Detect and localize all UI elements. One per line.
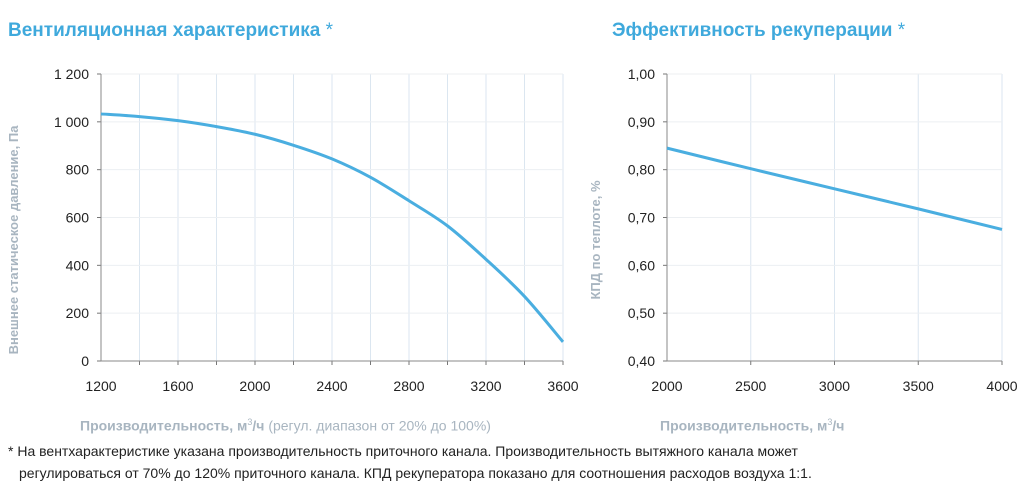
footnote: * На вентхарактеристике указана производ… [8, 440, 1018, 484]
y-tick-label: 1,00 [628, 66, 655, 82]
chart1-xlabel: Производительность, м3/ч (регул. диапазо… [80, 417, 491, 434]
y-axis-label: Внешнее статическое давление, Па [6, 125, 21, 355]
x-tick-label: 3500 [903, 378, 934, 394]
y-tick-label: 1 000 [54, 114, 89, 130]
y-tick-label: 600 [66, 210, 90, 226]
x-tick-label: 1200 [85, 378, 116, 394]
y-tick-label: 400 [66, 257, 90, 273]
y-tick-label: 0,70 [628, 210, 655, 226]
y-tick-label: 0 [81, 353, 89, 369]
y-tick-label: 800 [66, 162, 90, 178]
series-line [100, 112, 565, 343]
chart2-xlabel: Производительность, м3/ч [660, 417, 845, 434]
y-tick-label: 0,40 [628, 353, 655, 369]
x-tick-label: 4000 [986, 378, 1017, 394]
x-tick-label: 2000 [239, 378, 270, 394]
y-tick-label: 0,80 [628, 162, 655, 178]
y-tick-label: 0,50 [628, 305, 655, 321]
x-tick-label: 2000 [651, 378, 682, 394]
y-axis-label: КПД по теплоте, % [588, 180, 603, 300]
x-tick-label: 2500 [735, 378, 766, 394]
series-line [666, 146, 1003, 231]
footnote-line-2: регулироваться от 70% до 120% приточного… [19, 465, 812, 481]
y-tick-label: 0,60 [628, 257, 655, 273]
y-tick-label: 1 200 [54, 66, 89, 82]
footnote-line-1: * На вентхарактеристике указана производ… [8, 443, 798, 459]
x-tick-label: 1600 [162, 378, 193, 394]
x-tick-label: 3000 [819, 378, 850, 394]
x-tick-label: 2800 [393, 378, 424, 394]
chart1-title: Вентиляционная характеристика * [8, 20, 334, 41]
y-tick-label: 0,90 [628, 114, 655, 130]
x-tick-label: 3600 [547, 378, 578, 394]
y-tick-label: 200 [66, 305, 90, 321]
x-tick-label: 2400 [316, 378, 347, 394]
chart2-title: Эффективность рекуперации * [612, 20, 906, 41]
x-tick-label: 3200 [470, 378, 501, 394]
